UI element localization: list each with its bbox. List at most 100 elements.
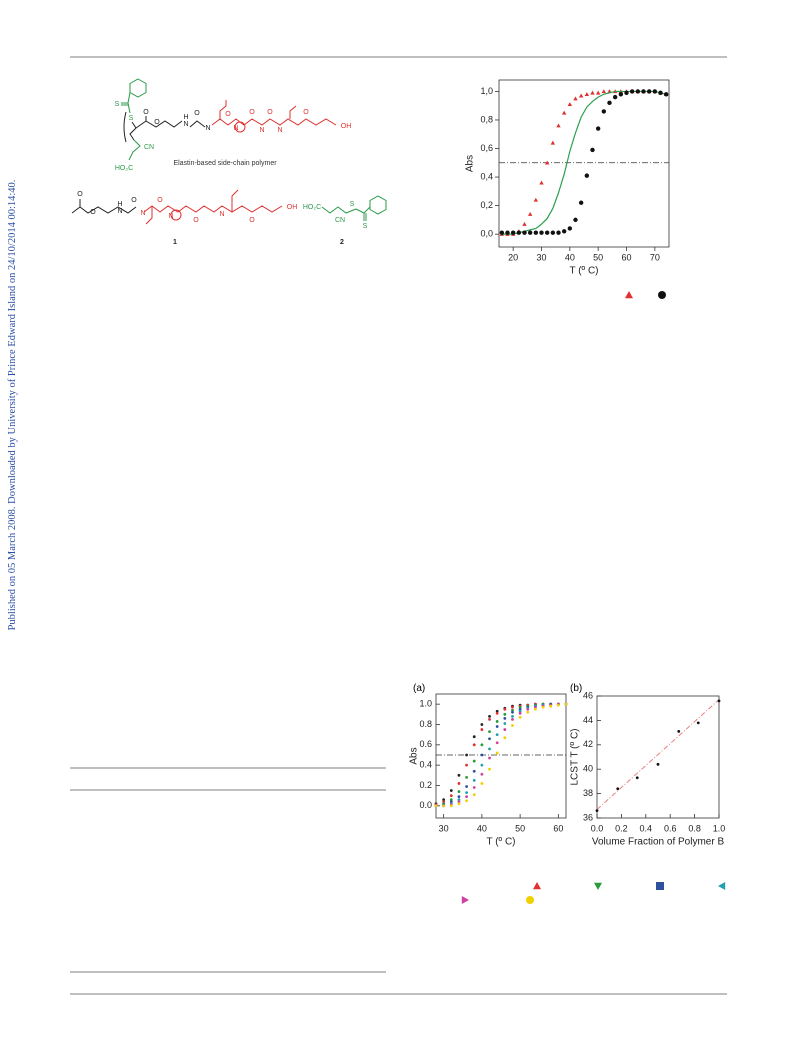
data-point	[495, 725, 499, 728]
data-point	[511, 705, 514, 709]
data-point	[646, 89, 652, 94]
data-point	[472, 769, 476, 773]
data-point	[658, 90, 663, 96]
bond	[135, 116, 147, 129]
data-point	[472, 743, 476, 747]
data-point	[465, 785, 468, 788]
data-point	[499, 230, 505, 235]
data-point	[526, 710, 530, 714]
y-tick-label: 0.0	[419, 800, 432, 810]
data-point	[616, 787, 620, 791]
data-point	[544, 160, 550, 165]
y-tick-label: 44	[583, 715, 593, 725]
data-point	[480, 763, 484, 767]
x-tick-label: 50	[593, 252, 603, 262]
data-point	[522, 221, 527, 226]
data-point	[518, 711, 522, 715]
atom: N	[183, 121, 188, 128]
atom: N	[168, 213, 173, 220]
y-tick-label: 0,4	[480, 171, 493, 181]
data-point	[465, 775, 468, 779]
atom: OH	[341, 123, 352, 130]
data-point	[480, 723, 484, 726]
data-point	[561, 229, 567, 234]
scheme-caption: Elastin-based side-chain polymer	[173, 160, 277, 167]
x-tick-label: 1.0	[713, 823, 726, 833]
scheme-polymer-atoms: S S O O N H O N O N O N O N O OH CN HO₂C…	[115, 101, 352, 172]
data-point	[573, 96, 578, 101]
data-point	[457, 795, 461, 799]
x-tick-label: 0.4	[640, 823, 653, 833]
data-point	[533, 197, 539, 202]
data-point	[449, 804, 453, 808]
data-point	[503, 707, 507, 711]
y-tick-label: 0,6	[480, 143, 493, 153]
atom: N	[117, 208, 122, 215]
data-point	[549, 704, 553, 708]
data-point	[472, 735, 476, 739]
atom: N	[140, 210, 145, 217]
data-point	[527, 211, 533, 216]
y-tick-label: 46	[583, 690, 593, 700]
data-point	[717, 699, 721, 703]
data-point	[457, 782, 461, 785]
data-point	[595, 809, 599, 813]
data-point	[488, 737, 491, 741]
fit-line	[596, 699, 720, 810]
data-point	[465, 791, 468, 794]
scheme-monomer-atoms: O O N H O N O N O N O OH 1	[77, 191, 297, 246]
atom: HO₂C	[115, 165, 133, 172]
atom: O	[77, 191, 83, 198]
chain	[145, 120, 183, 128]
data-point	[539, 180, 544, 185]
x-tick-label: 0.6	[664, 823, 677, 833]
chain	[321, 206, 357, 214]
side-note: Published on 05 March 2008. Downloaded b…	[7, 180, 18, 631]
atom: O	[225, 111, 231, 118]
data-point	[472, 778, 476, 782]
atom: S	[115, 101, 120, 108]
data-point	[534, 707, 537, 711]
data-point	[584, 173, 590, 178]
data-point	[677, 729, 681, 733]
data-point	[544, 230, 550, 235]
atom: S	[350, 201, 355, 208]
compound-label: 2	[340, 239, 344, 246]
legend-marker	[526, 896, 534, 904]
data-point	[488, 767, 491, 771]
data-point	[590, 147, 595, 153]
panel-label: (b)	[570, 683, 582, 694]
y-axis-label: Abs	[465, 155, 476, 172]
x-tick-label: 40	[565, 252, 575, 262]
data-point	[526, 707, 530, 711]
data-point	[495, 709, 499, 713]
data-point	[488, 714, 491, 718]
plot-frame	[498, 79, 670, 248]
y-tick-label: 42	[583, 739, 593, 749]
data-point	[480, 782, 484, 785]
backbone	[129, 121, 137, 141]
atom: CN	[144, 144, 154, 151]
data-point	[480, 772, 484, 776]
data-point	[601, 109, 607, 114]
data-point	[503, 728, 507, 731]
data-point	[495, 711, 499, 715]
data-point	[472, 793, 476, 797]
data-point	[465, 753, 468, 757]
data-point	[472, 786, 476, 789]
data-point	[578, 200, 584, 205]
atom: N	[277, 127, 282, 134]
bond	[355, 206, 371, 214]
atom: HO₂C	[303, 204, 321, 211]
data-point	[457, 773, 461, 777]
legend-marker	[533, 882, 541, 890]
data-point	[601, 89, 607, 94]
data-point	[511, 714, 514, 718]
y-tick-label: 0.8	[419, 719, 432, 729]
data-point	[663, 92, 669, 97]
side-chain	[219, 100, 227, 119]
data-point	[480, 743, 484, 747]
x-tick-label: 30	[536, 252, 546, 262]
data-point	[518, 715, 522, 719]
